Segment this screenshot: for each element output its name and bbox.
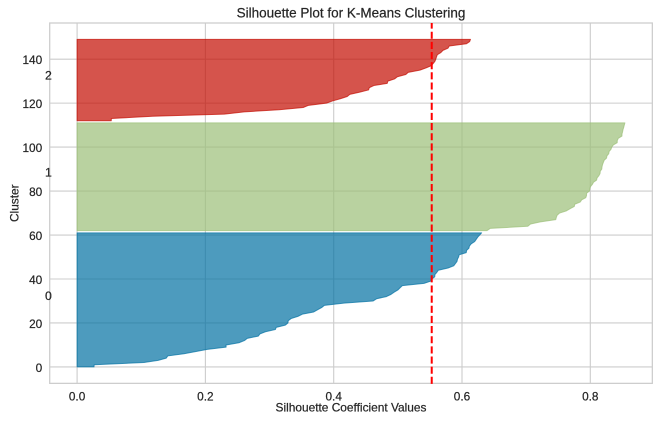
- svg-text:140: 140: [23, 53, 43, 67]
- svg-text:2: 2: [45, 69, 52, 83]
- svg-text:1: 1: [45, 166, 52, 180]
- svg-text:100: 100: [23, 141, 43, 155]
- svg-text:0.0: 0.0: [69, 390, 86, 404]
- svg-text:0.6: 0.6: [454, 390, 471, 404]
- svg-text:40: 40: [29, 273, 43, 287]
- svg-text:120: 120: [23, 97, 43, 111]
- svg-text:60: 60: [29, 229, 43, 243]
- svg-text:0: 0: [36, 361, 43, 375]
- svg-text:0.2: 0.2: [197, 390, 213, 404]
- svg-text:0.8: 0.8: [582, 390, 599, 404]
- svg-text:Cluster: Cluster: [8, 184, 22, 222]
- svg-text:20: 20: [29, 317, 43, 331]
- svg-text:Silhouette Plot for K-Means Cl: Silhouette Plot for K-Means Clustering: [237, 5, 466, 20]
- svg-text:0: 0: [45, 289, 52, 303]
- svg-text:0.4: 0.4: [325, 390, 342, 404]
- svg-text:80: 80: [29, 185, 43, 199]
- svg-text:Silhouette Coefficient Values: Silhouette Coefficient Values: [276, 401, 427, 415]
